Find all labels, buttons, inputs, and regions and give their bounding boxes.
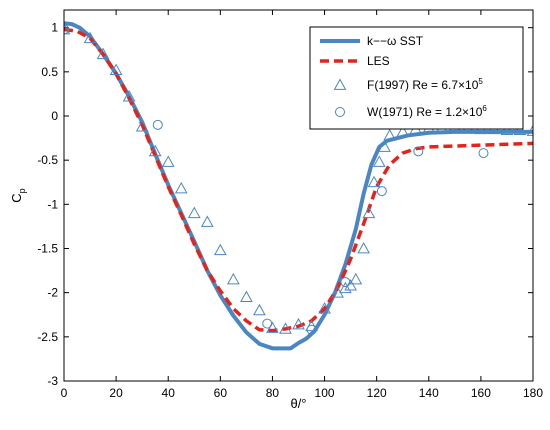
legend-label-2: F(1997) Re = 6.7×105 xyxy=(367,77,483,92)
legend-label-text: W(1971) Re = 1.2×10 xyxy=(367,105,483,119)
f1997-point xyxy=(318,302,331,314)
f1997-point xyxy=(339,281,352,294)
x-tick-label: 100 xyxy=(315,386,335,400)
legend-swatch-w1971 xyxy=(335,107,345,117)
w1971-point xyxy=(306,324,317,335)
f1997-point xyxy=(200,215,214,227)
x-tick-label: 0 xyxy=(61,386,68,400)
x-tick-label: 120 xyxy=(367,386,387,400)
y-tick-label: -0.5 xyxy=(37,153,58,167)
y-tick-label: -2.5 xyxy=(37,330,58,344)
legend-label-text: LES xyxy=(367,54,390,68)
f1997-point xyxy=(362,206,376,219)
y-tick-label: -1.5 xyxy=(37,242,58,256)
y-tick-label: 1 xyxy=(51,21,58,35)
x-axis-label: θ/° xyxy=(290,396,306,411)
f1997-point xyxy=(83,31,97,44)
x-tick-label: 60 xyxy=(214,386,228,400)
x-tick-label: 80 xyxy=(266,386,280,400)
y-axis-label: Cp xyxy=(9,188,27,202)
x-tick-label: 160 xyxy=(471,386,491,400)
f1997-point xyxy=(96,47,110,60)
f1997-point xyxy=(213,243,227,256)
legend-label-sup: 5 xyxy=(478,77,483,86)
f1997-point xyxy=(174,181,188,194)
axes-frame xyxy=(63,9,534,382)
f1997-point xyxy=(279,322,292,334)
f1997-point xyxy=(367,175,381,188)
f1997-point xyxy=(526,124,533,136)
y-tick-label: 0.5 xyxy=(41,65,58,79)
w1971-point xyxy=(262,318,273,329)
f1997-point xyxy=(64,22,71,35)
f1997-point xyxy=(253,303,266,316)
f1997-point xyxy=(135,120,149,132)
series-3 xyxy=(64,24,489,335)
f1997-point xyxy=(344,279,357,291)
f1997-point xyxy=(292,317,305,330)
tick-group: 0 20 40 60 80 100 120 140 160 180 1 0.5 0 -0.5 -1 -1.5 -… xyxy=(37,10,543,400)
x-tick-label: 140 xyxy=(419,386,439,400)
f1997-point xyxy=(122,90,136,102)
f1997-point xyxy=(349,272,363,285)
f1997-point xyxy=(357,241,370,254)
y-axis-label-sub: p xyxy=(17,188,27,193)
f1997-point xyxy=(187,206,201,219)
f1997-point xyxy=(227,272,240,285)
legend-label-3: W(1971) Re = 1.2×106 xyxy=(367,104,487,119)
f1997-point xyxy=(372,155,386,167)
legend-box xyxy=(309,26,524,130)
f1997-point xyxy=(378,140,391,152)
legend-label-text: F(1997) Re = 6.7×10 xyxy=(367,78,479,92)
y-tick-label: -3 xyxy=(47,374,58,388)
f1997-point xyxy=(396,125,410,137)
w1971-point xyxy=(376,186,387,197)
f1997-point xyxy=(161,155,175,167)
f1997-point xyxy=(500,123,514,136)
x-tick-label: 180 xyxy=(523,386,543,400)
legend-label-text: k−−ω SST xyxy=(367,34,424,48)
f1997-point xyxy=(109,63,123,75)
x-tick-label: 40 xyxy=(162,386,176,400)
y-tick-label: -1 xyxy=(47,197,58,211)
w1971-point xyxy=(152,119,163,130)
y-tick-label: 0 xyxy=(51,109,58,123)
w1971-point xyxy=(64,24,69,35)
legend: k−−ω SST LES F(1997) Re = 6.7×105 W(1971) R… xyxy=(309,26,524,130)
w1971-point xyxy=(413,146,424,157)
w1971-point xyxy=(340,277,351,288)
f1997-point xyxy=(240,290,253,302)
f1997-point xyxy=(148,144,162,157)
x-tick-label: 20 xyxy=(109,386,123,400)
legend-label-1: LES xyxy=(367,54,390,68)
legend-swatch-f1997 xyxy=(333,78,347,90)
y-axis-label-main: C xyxy=(9,193,24,202)
series-1 xyxy=(64,27,533,333)
f1997-point xyxy=(513,123,527,136)
w1971-point xyxy=(478,148,489,159)
f1997-point xyxy=(383,128,397,141)
y-tick-label: -2 xyxy=(47,286,58,300)
legend-label-sup: 6 xyxy=(482,104,487,113)
legend-label-0: k−−ω SST xyxy=(367,34,424,48)
les-line xyxy=(64,27,533,333)
